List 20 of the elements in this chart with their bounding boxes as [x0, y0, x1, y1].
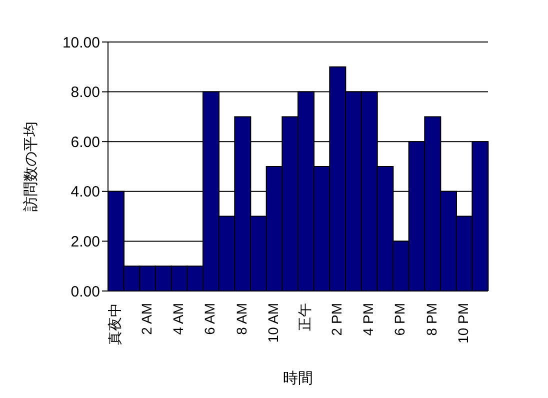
x-tick-label: 8 PM [423, 303, 440, 336]
y-tick-label: 6.00 [70, 134, 100, 151]
x-tick-label: 8 AM [233, 303, 250, 335]
y-axis-title: 訪問数の平均 [22, 122, 40, 212]
y-tick-label: 8.00 [70, 84, 100, 102]
y-tick-label: 0.00 [70, 283, 100, 300]
x-tick-label: 2 PM [328, 303, 344, 336]
y-tick-label: 4.00 [70, 184, 100, 201]
y-tick-label: 10.00 [62, 34, 100, 52]
x-tick-label: 4 AM [170, 303, 186, 335]
x-tick-label: 2 AM [138, 303, 154, 335]
x-tick-label: 6 AM [202, 303, 218, 335]
y-tick-label: 2.00 [70, 234, 100, 251]
x-tick-label: 正午 [296, 303, 313, 331]
x-tick-label: 4 PM [360, 303, 376, 336]
x-tick-label: 6 PM [392, 303, 408, 336]
x-tick-label: 10 PM [454, 303, 471, 344]
x-tick-label: 10 AM [264, 303, 281, 343]
x-tick-label: 真夜中 [106, 303, 123, 345]
x-axis-title: 時間 [283, 370, 313, 387]
